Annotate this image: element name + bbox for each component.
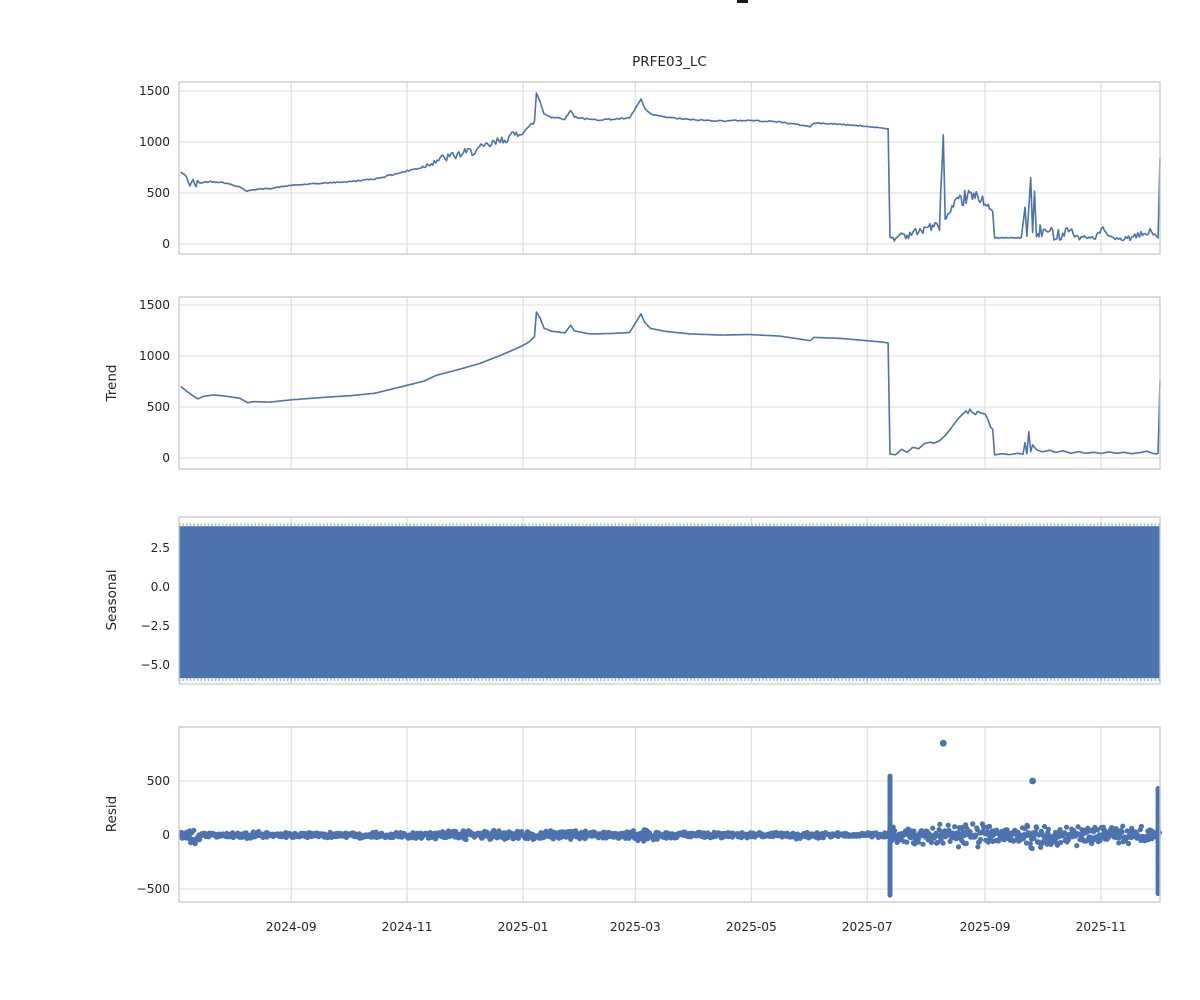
y-tick-label: 0 [162, 828, 170, 842]
x-tick-label: 2025-07 [842, 920, 893, 934]
resid-scatter-points [178, 739, 1163, 898]
y-tick-label: 2.5 [151, 541, 170, 555]
y-tick-label: −500 [137, 882, 170, 896]
y-tick-label: 1500 [139, 298, 170, 312]
chart-title: PRFE03_LC [632, 54, 707, 70]
x-tick-label: 2025-05 [726, 920, 777, 934]
seasonal-panel: 2.5 0.0 −2.5 −5.0 [140, 516, 1161, 685]
x-tick-label: 2025-01 [498, 920, 549, 934]
resid-panel: 500 0 −500 [137, 726, 1163, 903]
y-tick-label: 500 [147, 186, 170, 200]
observed-series-line [180, 92, 1161, 242]
y-tick-label: −2.5 [140, 619, 170, 633]
clipped-suptitle-fragment [737, 0, 748, 3]
y-tick-label: 0.0 [151, 580, 170, 594]
x-tick-label: 2025-11 [1076, 920, 1127, 934]
x-axis-tick-labels: 2024-09 2024-11 2025-01 2025-03 2025-05 2025-… [266, 920, 1127, 934]
y-tick-label: 1500 [139, 84, 170, 98]
observed-panel-border [178, 81, 1161, 255]
x-tick-label: 2024-11 [382, 920, 433, 934]
trend-series-line [180, 311, 1161, 456]
trend-panel-border [178, 296, 1161, 470]
seasonal-band [179, 526, 1160, 679]
y-tick-label: 500 [147, 400, 170, 414]
y-tick-label: 1000 [139, 349, 170, 363]
x-tick-label: 2025-03 [610, 920, 661, 934]
x-tick-label: 2025-09 [960, 920, 1011, 934]
resid-outlier-point [939, 739, 947, 747]
observed-panel: 1500 1000 500 0 [139, 81, 1161, 255]
resid-outlier-point [1029, 777, 1036, 785]
y-tick-label: 500 [147, 774, 170, 788]
seasonal-panel-border [178, 516, 1161, 685]
resid-panel-border [178, 726, 1161, 903]
trend-panel: 1500 1000 500 0 [139, 296, 1161, 470]
y-tick-label: 0 [162, 237, 170, 251]
y-tick-label: 1000 [139, 135, 170, 149]
x-tick-label: 2024-09 [266, 920, 317, 934]
y-tick-label: 0 [162, 451, 170, 465]
y-tick-label: −5.0 [140, 658, 170, 672]
